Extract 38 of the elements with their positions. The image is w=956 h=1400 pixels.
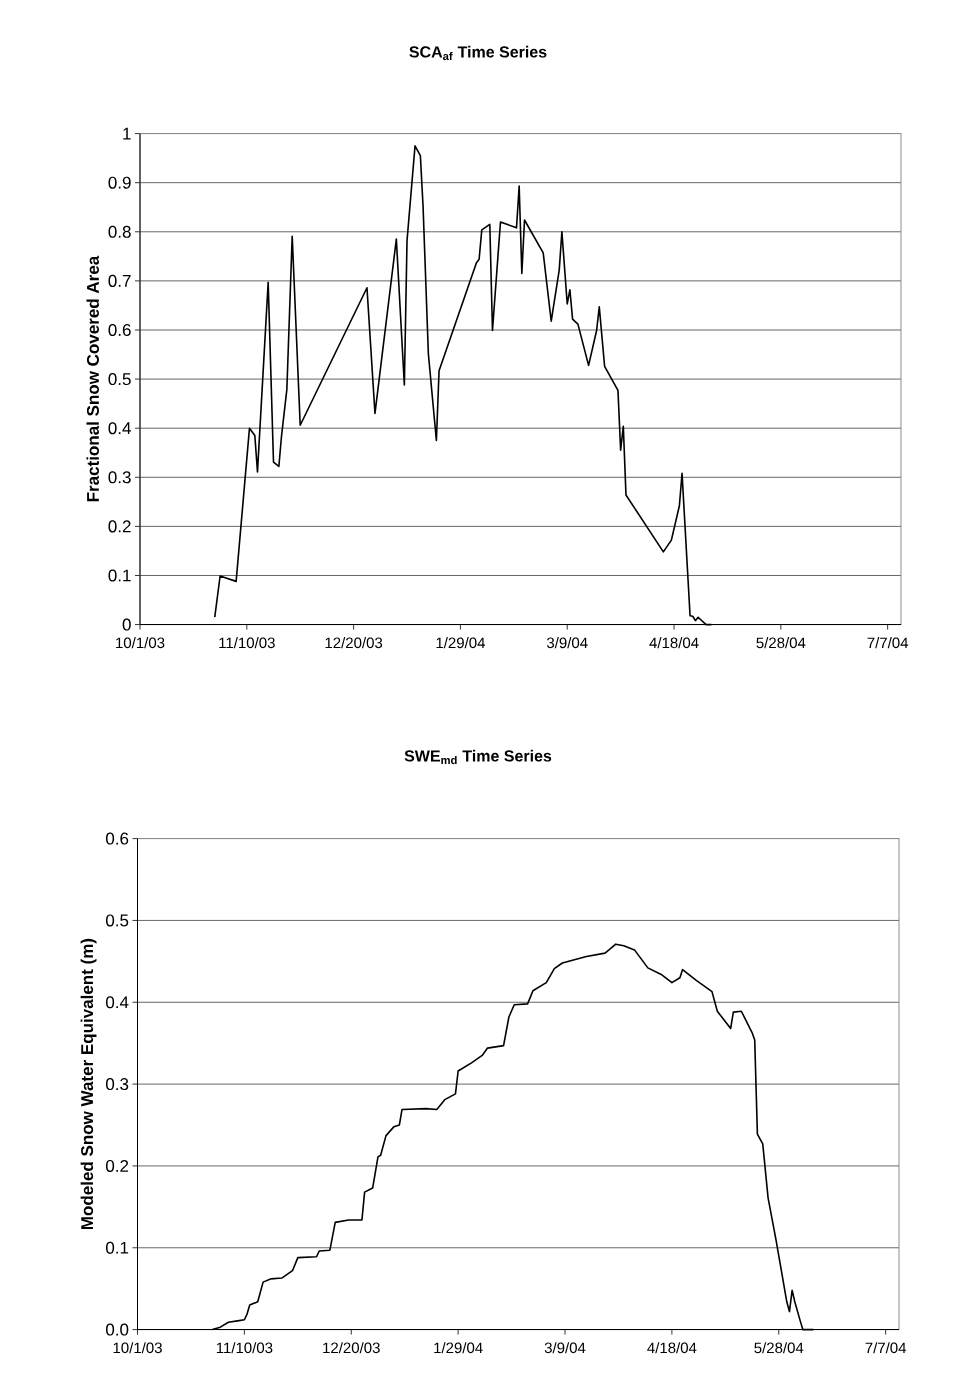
x-tick-label: 3/9/04 [544, 1342, 586, 1354]
x-tick-label: 11/10/03 [216, 1342, 273, 1354]
y-tick-label: 0.1 [108, 569, 131, 582]
x-tick-label: 10/1/03 [116, 637, 165, 649]
x-tick-label: 5/28/04 [756, 637, 806, 649]
y-tick-label: 0.3 [108, 471, 131, 484]
y-tick-label: 0.8 [108, 225, 131, 238]
x-tick-label: 7/7/04 [867, 637, 909, 649]
y-tick-label: 0.4 [105, 996, 129, 1009]
x-tick-label: 12/20/03 [323, 1342, 380, 1354]
y-tick-label: 0.2 [105, 1159, 129, 1172]
x-tick-label: 4/18/04 [649, 637, 699, 649]
x-tick-label: 1/29/04 [434, 1342, 483, 1354]
chart-title: SWE$_{md}$ Time Series [404, 749, 552, 765]
chart-title: SCA$_{af}$ Time Series [409, 45, 547, 61]
y-tick-label: 0.0 [105, 1323, 129, 1336]
y-tick-label: 0.7 [108, 274, 131, 287]
x-tick-label: 7/7/04 [865, 1342, 907, 1354]
y-tick-label: 0.4 [108, 422, 131, 435]
y-tick-label: 0.5 [105, 914, 129, 927]
y-tick-label: 0.6 [105, 832, 129, 845]
x-tick-label: 5/28/04 [754, 1342, 804, 1354]
x-tick-label: 4/18/04 [647, 1342, 697, 1354]
y-tick-label: 0.2 [108, 520, 131, 533]
x-tick-label: 11/10/03 [219, 637, 275, 649]
y-tick-label: 0.1 [105, 1241, 129, 1254]
y-axis-title: Fractional Snow Covered Area [86, 255, 99, 502]
x-tick-label: 3/9/04 [546, 637, 588, 649]
y-tick-label: 0.5 [108, 373, 131, 386]
x-tick-label: 10/1/03 [113, 1342, 162, 1354]
x-tick-label: 12/20/03 [325, 637, 383, 649]
y-tick-label: 0.3 [105, 1078, 129, 1091]
y-axis-title: Modeled Snow Water Equivalent (m) [80, 938, 97, 1230]
y-tick-label: 0.9 [108, 176, 131, 189]
x-tick-label: 1/29/04 [436, 637, 486, 649]
y-tick-label: 0.6 [108, 323, 131, 337]
y-tick-label: 0 [122, 618, 131, 631]
y-tick-label: 1 [123, 127, 131, 140]
